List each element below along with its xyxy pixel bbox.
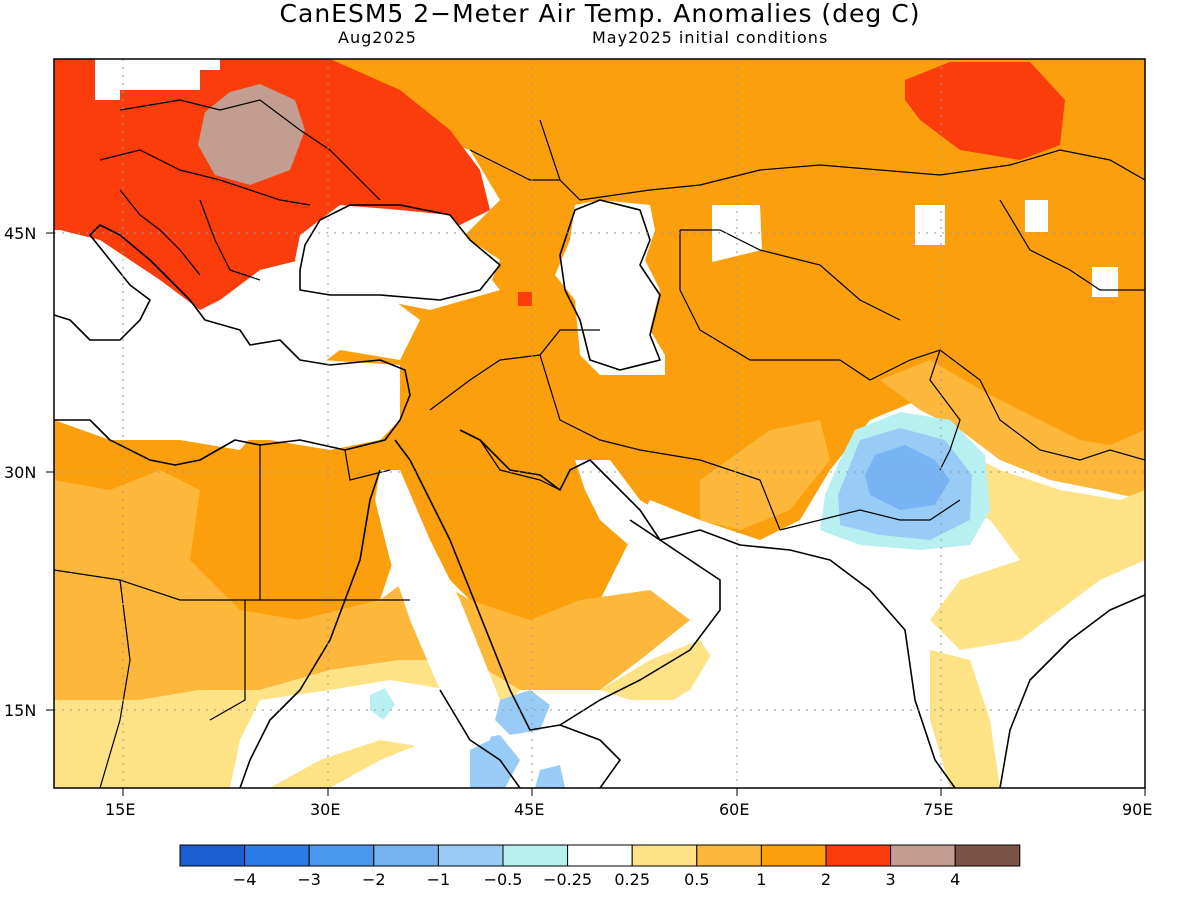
anomaly-region-025-05-india-south <box>930 650 1000 788</box>
x-tick-90e: 90E <box>1122 800 1153 819</box>
chart-title: CanESM5 2−Meter Air Temp. Anomalies (deg… <box>279 0 921 28</box>
anomaly-region-neg-redsea-1 <box>495 690 550 735</box>
colorbar-swatch <box>373 844 439 867</box>
colorbar-label: 4 <box>950 870 961 889</box>
colorbar-swatch <box>567 844 633 867</box>
anomaly-region-2-3-armenia <box>518 292 532 306</box>
forecast-month: Aug2025 <box>338 28 417 47</box>
colorbar-swatch <box>825 844 892 867</box>
anomaly-region-2-3-europe <box>54 59 490 310</box>
colorbar-label: 3 <box>885 870 896 889</box>
colorbar-swatch <box>437 844 504 867</box>
colorbar-swatch <box>760 844 827 867</box>
colorbar-label: −1 <box>426 870 451 889</box>
colorbar-swatch <box>696 844 762 867</box>
anomaly-fields <box>54 59 1145 788</box>
anomaly-region-near-zero-africa <box>230 680 480 788</box>
y-tick-15n: 15N <box>4 701 37 720</box>
black-sea <box>295 205 500 300</box>
colorbar-swatch <box>954 844 1021 867</box>
x-tick-45e: 45E <box>514 800 545 819</box>
anomaly-region-neg-redsea-3 <box>370 688 395 720</box>
white-patch-kazakh-east <box>1025 200 1048 232</box>
colorbar-swatch <box>179 844 246 867</box>
colorbar-label: −3 <box>297 870 321 889</box>
anomaly-region-05-1-gulf <box>700 420 830 530</box>
mediterranean-sea <box>54 300 400 450</box>
arabian-sea <box>590 545 950 788</box>
colorbar-swatch <box>244 844 310 867</box>
plot-frame <box>53 58 1146 789</box>
colorbar-label: 0.25 <box>614 870 650 889</box>
colorbar-swatch <box>631 844 698 867</box>
white-patch-europe <box>54 59 220 100</box>
colorbar-label: 1 <box>756 870 767 889</box>
colorbar-swatch <box>890 844 956 867</box>
colorbar-label: −0.5 <box>483 870 523 889</box>
aral-sea <box>712 205 762 262</box>
x-tick-75e: 75E <box>923 800 954 819</box>
colorbar-label: −4 <box>232 870 257 889</box>
bay-of-bengal <box>1000 600 1145 788</box>
colorbar-swatch <box>308 844 375 867</box>
white-patch-issyk <box>1092 267 1118 297</box>
persian-gulf <box>575 460 690 560</box>
balkhash-lake <box>915 205 945 245</box>
colorbar-label: 2 <box>820 870 832 889</box>
initial-conditions: May2025 initial conditions <box>592 28 829 47</box>
x-tick-15e: 15E <box>105 800 136 819</box>
x-tick-60e: 60E <box>719 800 750 819</box>
gridlines <box>54 59 1145 788</box>
y-tick-45n: 45N <box>4 224 37 243</box>
coastlines-and-borders <box>54 199 1145 788</box>
anomaly-region-05-1-africa <box>54 470 690 700</box>
colorbar-label: 0.5 <box>684 870 710 889</box>
colorbar-label: −0.25 <box>543 870 593 889</box>
anomaly-region-neg1-2-pakistan <box>865 445 950 510</box>
anomaly-region-2-3-kazakhstan <box>905 62 1065 160</box>
country-borders <box>54 99 1145 788</box>
red-sea <box>375 470 500 750</box>
anomaly-region-neg-somalia <box>535 765 565 788</box>
y-tick-30n: 30N <box>4 463 37 482</box>
x-tick-30e: 30E <box>310 800 341 819</box>
colorbar-swatch <box>502 844 569 867</box>
colorbar <box>179 844 1021 867</box>
tick-marks <box>46 232 1146 796</box>
colorbar-label: −2 <box>362 870 386 889</box>
